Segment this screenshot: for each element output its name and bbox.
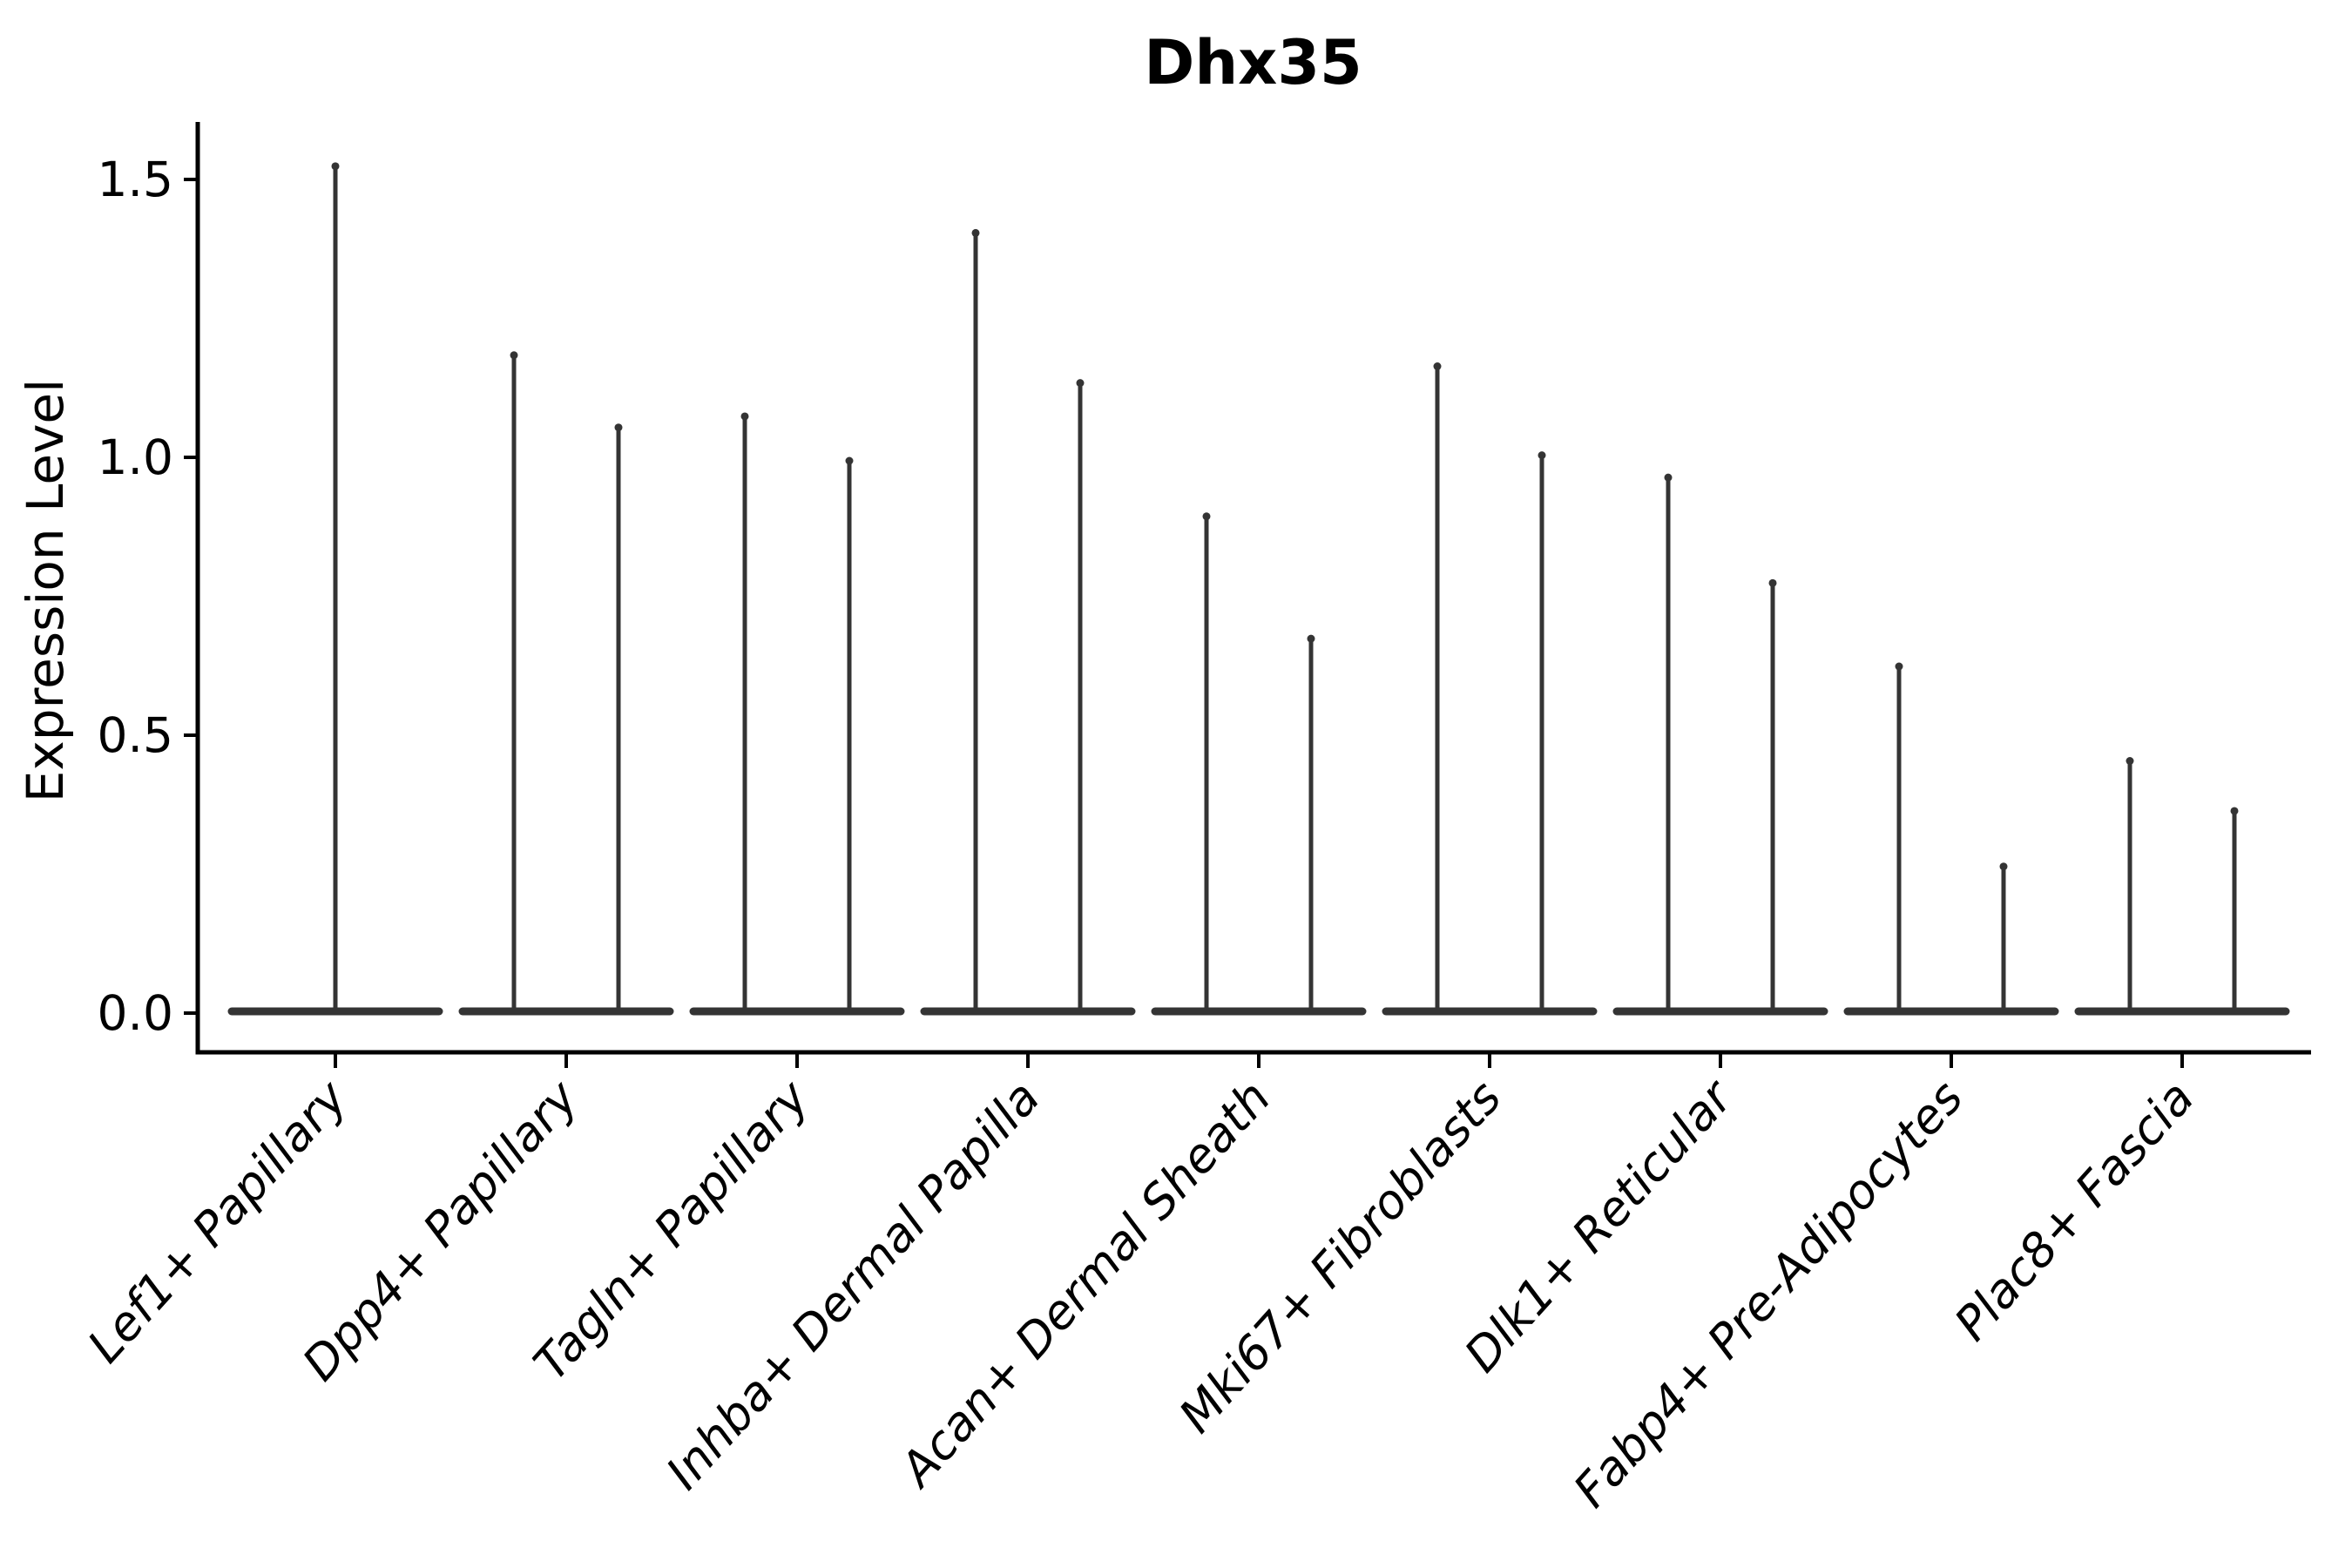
violin-tip-8-0 [2126,757,2134,766]
violin-tip-4-0 [1202,512,1211,521]
x-category-label-3: Inhba+ Dermal Papilla [656,1071,1051,1500]
y-tick-label-2: 1.0 [98,429,173,485]
x-category-label-8: Plac8+ Fascia [1943,1071,2204,1351]
violin-tip-6-1 [1768,578,1777,587]
violin-tip-7-0 [1895,662,1903,671]
violin-tip-3-0 [971,228,980,237]
violin-tip-0-0 [331,162,340,171]
y-tick-label-3: 1.5 [98,152,173,207]
y-tick-label-1: 0.5 [98,707,173,763]
violin-tip-2-0 [740,412,749,421]
violin-tip-8-1 [2230,807,2239,815]
violin-tip-6-0 [1664,473,1673,482]
violin-tip-5-1 [1538,451,1546,460]
violin-tip-7-1 [1999,862,2008,871]
violin-tip-5-0 [1433,362,1442,371]
violin-tip-4-1 [1307,634,1315,643]
violin-tip-3-1 [1076,379,1085,388]
x-category-label-7: Fabp4+ Pre-Adipocytes [1563,1071,1973,1518]
violin-tip-1-0 [510,351,518,360]
x-category-label-4: Acan+ Dermal Sheath [888,1071,1281,1498]
violin-tip-2-1 [845,456,854,465]
violin-tip-1-1 [614,423,623,432]
y-tick-label-0: 0.0 [98,985,173,1041]
chart-title: Dhx35 [1144,27,1362,98]
